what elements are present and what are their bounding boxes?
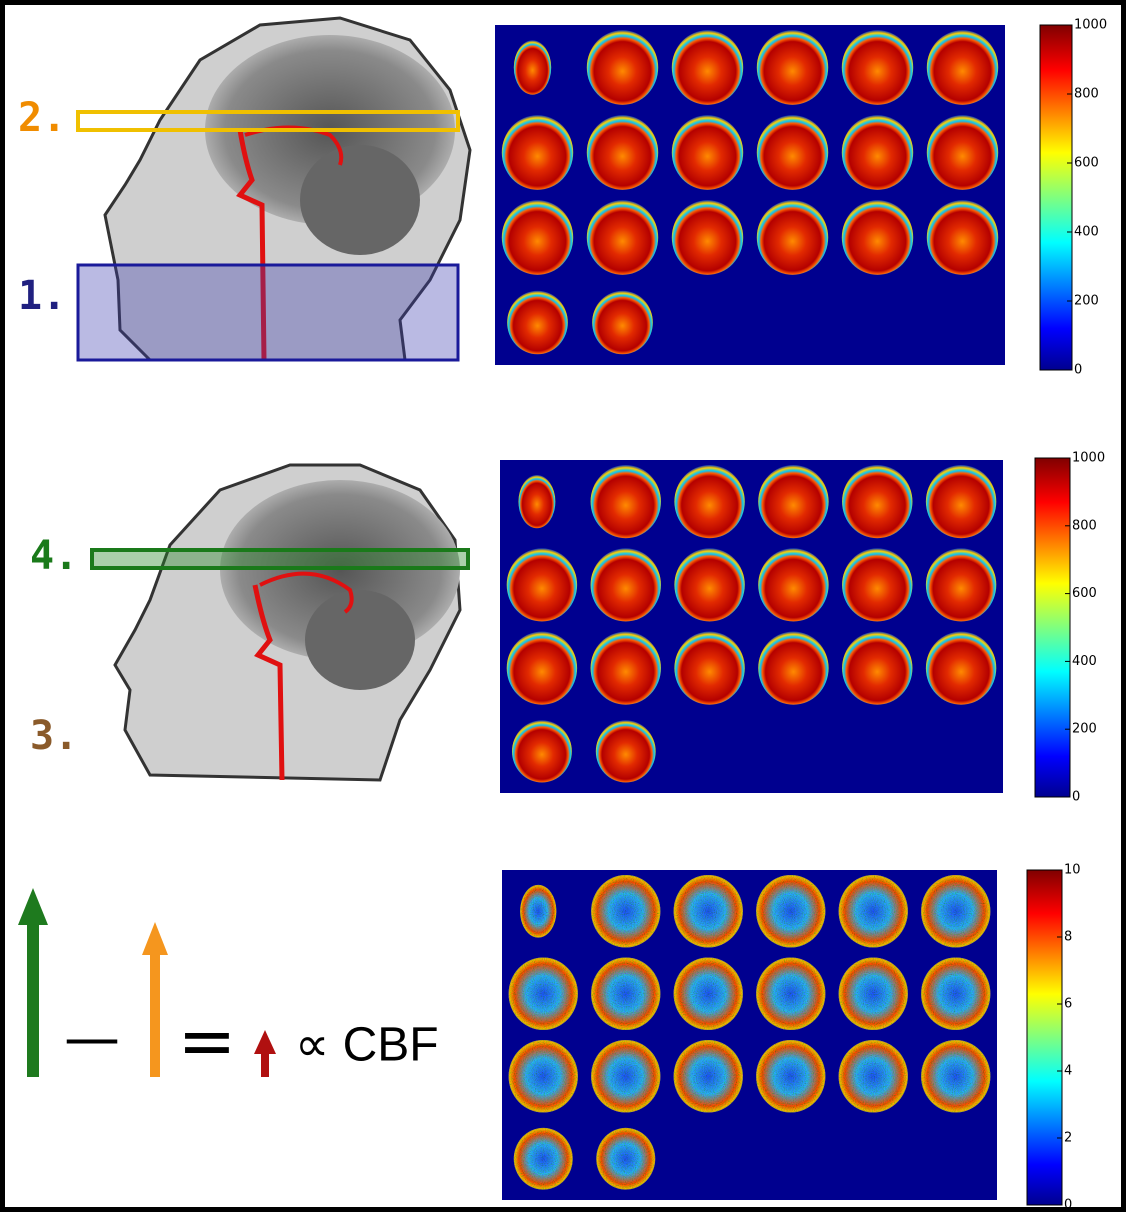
brain-slice [587, 200, 658, 275]
brain-slice [674, 1040, 743, 1113]
brain-slice [757, 30, 828, 105]
colorbar-tick-label: 4 [1064, 1064, 1072, 1079]
brain-slice [758, 548, 828, 621]
colorbar-tick-label: 0 [1072, 790, 1080, 805]
colorbar-tick-label: 800 [1074, 87, 1099, 102]
brain-slice [756, 1040, 825, 1113]
brain-slice [756, 957, 825, 1030]
brain-slice [591, 875, 660, 948]
brain-slice [592, 291, 653, 355]
colorbar-tick-label: 1000 [1072, 451, 1105, 466]
colorbar-tick-label: 200 [1072, 722, 1097, 737]
colorbar-tick-label: 800 [1072, 518, 1097, 533]
brain-slice [596, 1128, 655, 1190]
brain-slice [842, 548, 912, 621]
brain-slice [839, 875, 908, 948]
brain-slice [927, 115, 998, 190]
colorbar-tick-label: 8 [1064, 930, 1072, 945]
brain-slice [507, 631, 577, 704]
brain-slice [502, 200, 573, 275]
brain-slice [927, 200, 998, 275]
brain-slice [842, 200, 913, 275]
brain-slice [921, 875, 990, 948]
colorbar [1040, 25, 1072, 370]
brain-slice [507, 291, 568, 355]
brain-slice [587, 30, 658, 105]
brain-slice [591, 957, 660, 1030]
brain-slice [514, 1128, 573, 1190]
colorbar-tick-label: 0 [1064, 1198, 1072, 1212]
brain-slice [758, 631, 828, 704]
brain-slice [674, 957, 743, 1030]
step-label: 4. [30, 533, 78, 579]
step-label: 1. [18, 273, 66, 319]
formula-text: ∝ CBF [295, 1019, 439, 1072]
brain-slice [674, 875, 743, 948]
brain-slice [596, 720, 656, 782]
step-label: 2. [18, 95, 66, 141]
colorbar-tick-label: 10 [1064, 863, 1081, 878]
brain-slice [591, 548, 661, 621]
brain-slice [926, 465, 996, 538]
brain-slice [514, 40, 551, 94]
colorbar-tick-label: 400 [1074, 225, 1099, 240]
formula-minus: — [64, 1006, 120, 1071]
brain-slice [921, 1040, 990, 1113]
colorbar-tick-label: 600 [1072, 586, 1097, 601]
brain-slice [674, 548, 744, 621]
brain-slice [591, 465, 661, 538]
brain-slice [757, 200, 828, 275]
brain-slice [926, 548, 996, 621]
brain-slice [507, 548, 577, 621]
brain-slice [518, 475, 555, 528]
colorbar [1035, 458, 1070, 797]
brain-slice [672, 30, 743, 105]
figure: 2. 1. 4. 3. — = ∝ CBF 0 200 400 600 800 1000 0… [0, 0, 1126, 1212]
brain-slice [509, 1040, 578, 1113]
colorbar-tick-label: 2 [1064, 1131, 1072, 1146]
brain-slice [591, 631, 661, 704]
brain-slice [591, 1040, 660, 1113]
brain-slice [921, 957, 990, 1030]
brain-slice [839, 957, 908, 1030]
colorbar-tick-label: 600 [1074, 156, 1099, 171]
colorbar-tick-label: 400 [1072, 654, 1097, 669]
brain-slice [674, 631, 744, 704]
slice-grid [500, 460, 1003, 793]
formula-equals: = [178, 1000, 237, 1082]
brain-slice [839, 1040, 908, 1113]
brain-slice [672, 115, 743, 190]
brain-slice [758, 465, 828, 538]
brain-slice [842, 30, 913, 105]
colorbar [1027, 870, 1062, 1205]
slice-grid [502, 870, 997, 1200]
brain-slice [842, 631, 912, 704]
colorbar-tick-label: 0 [1074, 363, 1082, 378]
brain-slice [502, 115, 573, 190]
brain-slice [587, 115, 658, 190]
brain-slice [842, 115, 913, 190]
brain-slice [927, 30, 998, 105]
step-label: 3. [30, 713, 78, 759]
brain-slice [672, 200, 743, 275]
colorbar-tick-label: 6 [1064, 997, 1072, 1012]
colorbar-tick-label: 200 [1074, 294, 1099, 309]
brain-slice [512, 720, 572, 782]
brain-slice [520, 885, 556, 938]
brain-slice [674, 465, 744, 538]
brain-slice [926, 631, 996, 704]
slice-grid [495, 25, 1005, 365]
brain-slice [756, 875, 825, 948]
brain-slice [757, 115, 828, 190]
colorbar-tick-label: 1000 [1074, 18, 1107, 33]
brain-slice [842, 465, 912, 538]
brain-slice [509, 957, 578, 1030]
